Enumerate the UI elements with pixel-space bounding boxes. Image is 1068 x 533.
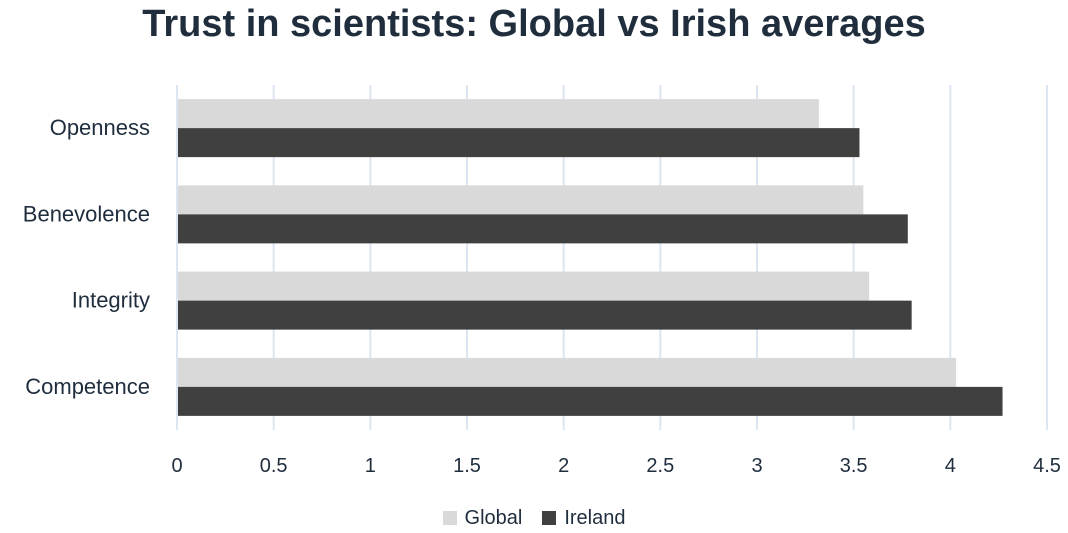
- bar-global-integrity: [177, 271, 870, 301]
- legend-item-ireland: Ireland: [542, 505, 625, 531]
- x-tick-label: 3: [751, 455, 762, 477]
- bar-global-benevolence: [177, 185, 864, 215]
- legend-swatch-global: [442, 511, 457, 525]
- category-label: Integrity: [72, 288, 150, 313]
- bar-ireland-benevolence: [177, 214, 908, 244]
- x-tick-label: 1: [365, 455, 376, 477]
- bar-ireland-openness: [177, 128, 860, 158]
- x-tick-label: 3.5: [840, 455, 868, 477]
- x-tick-label: 2: [558, 455, 569, 477]
- x-tick-label: 0.5: [260, 455, 288, 477]
- x-tick-label: 2.5: [646, 455, 674, 477]
- x-tick-label: 4: [945, 455, 956, 477]
- category-label: Competence: [25, 374, 150, 399]
- x-tick-label: 1.5: [453, 455, 481, 477]
- bar-ireland-competence: [177, 386, 1003, 416]
- bar-ireland-integrity: [177, 300, 912, 330]
- category-label: Benevolence: [23, 201, 150, 226]
- bar-global-openness: [177, 99, 819, 129]
- bar-global-competence: [177, 357, 957, 387]
- legend-swatch-ireland: [542, 511, 557, 525]
- chart-title: Trust in scientists: Global vs Irish ave…: [142, 3, 926, 45]
- x-tick-label: 0: [171, 455, 182, 477]
- x-tick-label: 4.5: [1033, 455, 1061, 477]
- chart-legend: Global Ireland: [0, 505, 1068, 531]
- category-label: Openness: [50, 115, 150, 140]
- legend-label-ireland: Ireland: [564, 507, 626, 529]
- legend-item-global: Global: [442, 505, 523, 531]
- legend-label-global: Global: [464, 507, 523, 529]
